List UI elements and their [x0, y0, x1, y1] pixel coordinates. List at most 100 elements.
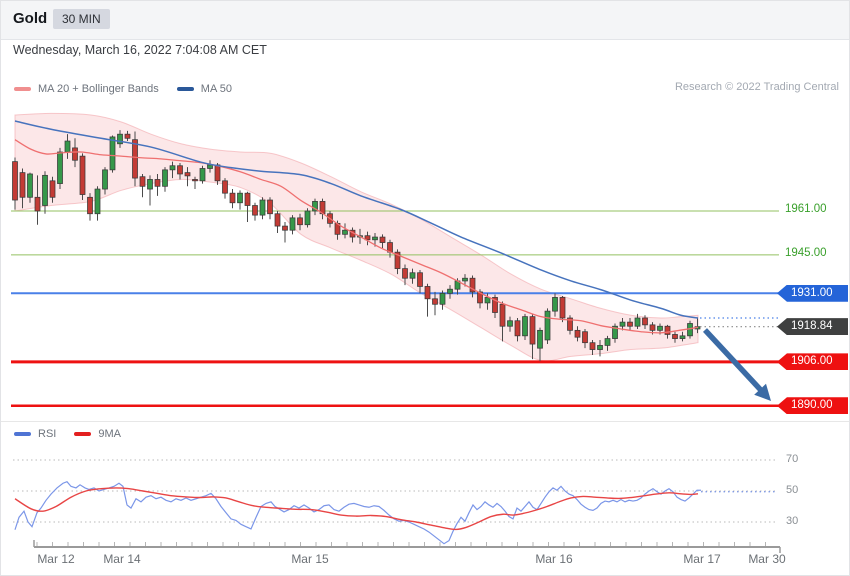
candle-body: [597, 345, 603, 350]
research-credit: Research © 2022 Trading Central: [674, 81, 839, 93]
legend-item-ma20-bollinger: MA 20 + Bollinger Bands: [14, 83, 159, 95]
candle-body: [214, 164, 221, 182]
candle-body: [499, 303, 506, 327]
candle-body: [139, 176, 146, 187]
candle-body: [537, 329, 543, 349]
candle-body: [12, 161, 18, 201]
legend-item-9ma: 9MA: [74, 428, 121, 440]
ma20-legend-label: MA 20 + Bollinger Bands: [38, 83, 159, 95]
candle-body: [169, 165, 176, 171]
candle-body: [147, 179, 153, 190]
candlestick-series: [12, 130, 701, 362]
candle-body: [544, 310, 551, 341]
rsi-panel: [13, 459, 777, 545]
candle-body: [259, 199, 266, 216]
candle-body: [462, 277, 468, 282]
candle-body: [552, 297, 558, 312]
candle-body: [79, 155, 86, 195]
candle-body: [94, 188, 101, 215]
price-levels: [11, 210, 779, 408]
candle-body: [634, 317, 641, 327]
candle-body: [439, 292, 446, 305]
candle-body: [222, 180, 228, 194]
candle-body: [132, 139, 138, 179]
candle-body: [574, 329, 581, 338]
rsi-9ma-line: [14, 487, 699, 531]
candle-body: [244, 192, 251, 206]
candle-body: [237, 192, 243, 204]
header-bar: Gold 30 MIN: [1, 1, 849, 40]
ma20-legend-swatch: [14, 87, 31, 91]
candle-body: [529, 316, 536, 345]
candle-body: [102, 169, 108, 190]
candle-body: [184, 172, 191, 177]
candle-body: [124, 133, 131, 139]
ma50-line: [14, 120, 699, 319]
legend-item-ma50: MA 50: [176, 83, 232, 95]
candle-body: [274, 213, 281, 227]
candle-body: [679, 335, 686, 339]
candle-body: [379, 236, 386, 243]
candle-body: [664, 325, 671, 335]
candle-body: [447, 288, 453, 294]
candle-body: [394, 251, 401, 269]
candle-body: [522, 316, 528, 337]
arrow-shaft: [702, 328, 765, 394]
candle-body: [612, 325, 618, 339]
candle-body: [514, 320, 521, 337]
candle-body: [162, 169, 168, 187]
candle-body: [207, 164, 213, 169]
candle-body: [342, 229, 348, 235]
candle-body: [312, 201, 318, 212]
candle-body: [289, 217, 296, 231]
arrow-head: [754, 383, 771, 401]
candle-body: [642, 317, 648, 326]
candle-body: [492, 297, 498, 313]
chart-timestamp: Wednesday, March 16, 2022 7:04:08 AM CET: [13, 43, 267, 57]
projection-arrow: [702, 328, 771, 401]
candle-body: [582, 331, 588, 344]
candle-body: [229, 192, 236, 204]
candle-body: [477, 291, 483, 304]
candle-body: [364, 235, 371, 241]
candle-body: [57, 151, 63, 184]
candle-body: [282, 225, 288, 231]
candle-body: [42, 174, 48, 206]
candle-body: [469, 277, 476, 293]
candle-body: [154, 179, 161, 187]
timeframe-badge: 30 MIN: [53, 9, 110, 29]
candle-body: [409, 272, 416, 279]
rsi-legend-label: RSI: [38, 428, 57, 440]
candle-body: [417, 272, 423, 287]
candle-body: [567, 317, 573, 331]
rsi-ma-legend-label: 9MA: [98, 428, 121, 440]
candle-body: [267, 199, 273, 215]
candle-body: [402, 268, 408, 279]
candle-body: [64, 140, 71, 153]
candle-body: [432, 298, 438, 305]
candle-body: [87, 196, 93, 215]
candle-body: [304, 210, 311, 226]
candle-body: [424, 286, 431, 300]
ma50: [14, 120, 699, 319]
legend-item-rsi: RSI: [14, 428, 56, 440]
rsi-legend-swatch: [14, 432, 31, 436]
ma50-legend-swatch: [176, 87, 194, 91]
candle-body: [484, 297, 491, 304]
candle-body: [19, 172, 26, 198]
rsi-legend: RSI 9MA: [14, 428, 121, 440]
ma50-legend-label: MA 50: [200, 83, 232, 95]
candle-body: [657, 325, 663, 331]
candle-body: [297, 217, 303, 226]
candle-body: [27, 173, 33, 198]
candle-body: [252, 205, 258, 216]
candle-body: [687, 323, 693, 337]
rsi-ma-legend-swatch: [74, 432, 92, 436]
candle-body: [619, 321, 626, 327]
candle-body: [372, 236, 378, 241]
panel-separator: [1, 421, 849, 422]
candle-body: [49, 180, 56, 198]
candle-body: [589, 342, 596, 350]
